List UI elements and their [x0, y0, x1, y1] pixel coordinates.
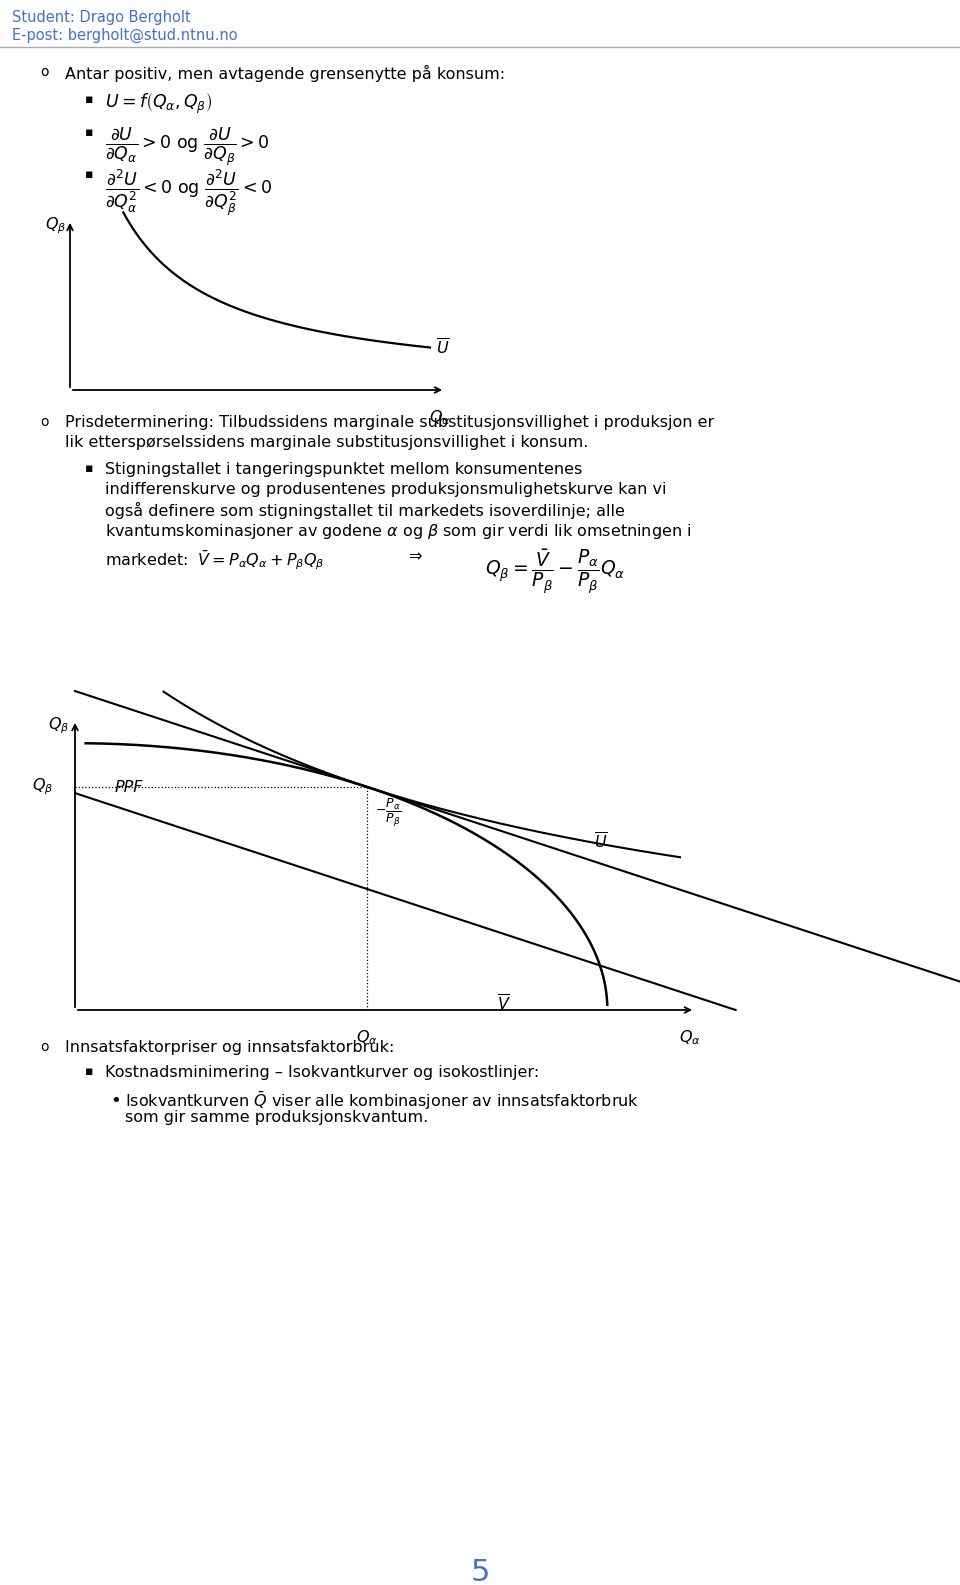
Text: $\dfrac{\partial^2 U}{\partial Q_{\alpha}^2} < 0$ og $\dfrac{\partial^2 U}{\part: $\dfrac{\partial^2 U}{\partial Q_{\alpha…: [105, 166, 272, 217]
Text: $\overline{U}$: $\overline{U}$: [594, 832, 608, 851]
Text: indifferenskurve og produsentenes produksjonsmulighetskurve kan vi: indifferenskurve og produsentenes produk…: [105, 482, 666, 498]
Text: 5: 5: [470, 1558, 490, 1585]
Text: Innsatsfaktorpriser og innsatsfaktorbruk:: Innsatsfaktorpriser og innsatsfaktorbruk…: [65, 1040, 395, 1056]
Text: o: o: [40, 415, 49, 430]
Text: $\dfrac{\partial U}{\partial Q_{\alpha}} > 0$ og $\dfrac{\partial U}{\partial Q_: $\dfrac{\partial U}{\partial Q_{\alpha}}…: [105, 125, 270, 168]
Text: $Q_{\alpha}$: $Q_{\alpha}$: [679, 1029, 701, 1046]
Text: lik etterspørselssidens marginale substitusjonsvillighet i konsum.: lik etterspørselssidens marginale substi…: [65, 434, 588, 450]
Text: o: o: [40, 65, 49, 79]
Text: $\overline{U}$: $\overline{U}$: [436, 338, 449, 358]
Text: o: o: [40, 1040, 49, 1054]
Text: også definere som stigningstallet til markedets isoverdilinje; alle: også definere som stigningstallet til ma…: [105, 502, 625, 518]
Text: $Q_{\beta} = \dfrac{\bar{V}}{P_{\beta}} - \dfrac{P_{\alpha}}{P_{\beta}}Q_{\alpha: $Q_{\beta} = \dfrac{\bar{V}}{P_{\beta}} …: [485, 548, 625, 596]
Text: ▪: ▪: [85, 461, 93, 475]
Text: $Q_{\beta}$: $Q_{\beta}$: [45, 216, 66, 236]
Text: $Q_{\beta}$: $Q_{\beta}$: [48, 715, 70, 735]
Text: Isokvantkurven $\bar{Q}$ viser alle kombinasjoner av innsatsfaktorbruk: Isokvantkurven $\bar{Q}$ viser alle komb…: [125, 1090, 639, 1113]
Text: Stigningstallet i tangeringspunktet mellom konsumentenes: Stigningstallet i tangeringspunktet mell…: [105, 461, 583, 477]
Text: $\overline{V}$: $\overline{V}$: [497, 994, 512, 1013]
Text: ▪: ▪: [85, 1065, 93, 1078]
Text: markedet:  $\bar{V} = P_{\alpha}Q_{\alpha} + P_{\beta}Q_{\beta}$: markedet: $\bar{V} = P_{\alpha}Q_{\alpha…: [105, 548, 324, 572]
Text: E-post: bergholt@stud.ntnu.no: E-post: bergholt@stud.ntnu.no: [12, 29, 238, 43]
Text: Prisdeterminering: Tilbudssidens marginale substitusjonsvillighet i produksjon e: Prisdeterminering: Tilbudssidens margina…: [65, 415, 714, 430]
Text: $Q_{\beta}$: $Q_{\beta}$: [32, 777, 53, 797]
Text: kvantumskominasjoner av godene $\alpha$ og $\beta$ som gir verdi lik omsetningen: kvantumskominasjoner av godene $\alpha$ …: [105, 521, 691, 540]
Text: ▪: ▪: [85, 94, 93, 106]
Text: $-\dfrac{P_{\alpha}}{P_{\beta}}$: $-\dfrac{P_{\alpha}}{P_{\beta}}$: [374, 797, 401, 829]
Text: $U = f\left(Q_{\alpha},Q_{\beta}\right)$: $U = f\left(Q_{\alpha},Q_{\beta}\right)$: [105, 92, 212, 116]
Text: ▪: ▪: [85, 168, 93, 181]
Text: $Q_{\alpha}$: $Q_{\alpha}$: [356, 1029, 377, 1046]
Text: ▪: ▪: [85, 125, 93, 139]
Text: Student: Drago Bergholt: Student: Drago Bergholt: [12, 10, 191, 25]
Text: $Q_{\alpha}$: $Q_{\alpha}$: [429, 407, 451, 426]
Text: PPF: PPF: [115, 780, 143, 796]
Text: som gir samme produksjonskvantum.: som gir samme produksjonskvantum.: [125, 1110, 428, 1125]
Text: •: •: [110, 1092, 121, 1109]
Text: Antar positiv, men avtagende grensenytte på konsum:: Antar positiv, men avtagende grensenytte…: [65, 65, 505, 82]
Text: $\Rightarrow$: $\Rightarrow$: [405, 548, 422, 563]
Text: Kostnadsminimering – Isokvantkurver og isokostlinjer:: Kostnadsminimering – Isokvantkurver og i…: [105, 1065, 540, 1079]
